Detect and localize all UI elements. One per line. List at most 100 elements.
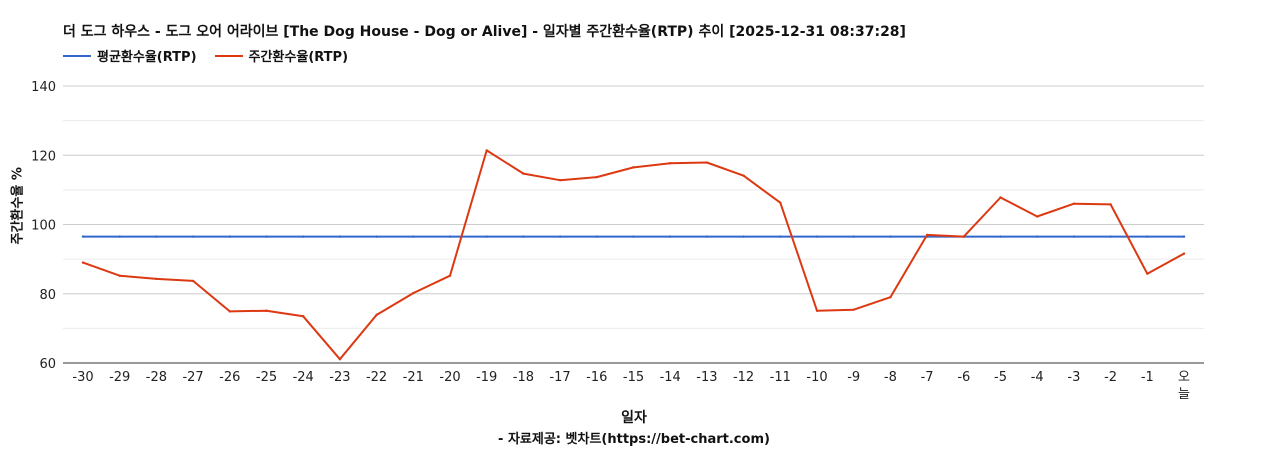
x-tick-label: -22: [366, 370, 387, 385]
x-tick-label: -29: [109, 370, 130, 385]
x-tick-label: -19: [476, 370, 497, 385]
data-point: [265, 309, 268, 312]
data-point: [558, 235, 562, 238]
x-tick-label: -14: [660, 370, 681, 385]
data-point: [852, 308, 855, 311]
y-tick-label: 120: [31, 149, 56, 164]
x-tick-label: 오: [1178, 370, 1190, 385]
data-point: [1072, 202, 1076, 205]
data-point: [742, 174, 745, 177]
x-tick-label: -7: [921, 370, 934, 385]
x-tick-label: -2: [1104, 370, 1117, 385]
x-tick-label: -12: [733, 370, 754, 385]
data-point: [118, 235, 121, 238]
data-point: [412, 291, 415, 295]
legend-item-average[interactable]: 평균환수율(RTP): [63, 46, 197, 65]
data-point: [448, 274, 452, 277]
x-tick-label: -16: [586, 370, 607, 385]
data-point: [412, 235, 415, 238]
legend-swatch-average: [63, 54, 91, 57]
data-point: [815, 309, 819, 312]
x-tick-label: -25: [256, 370, 277, 385]
x-tick-label: -30: [72, 370, 93, 385]
data-point: [1109, 203, 1112, 206]
data-point: [1072, 235, 1076, 238]
x-tick-label: -20: [439, 370, 460, 385]
y-tick-label: 100: [31, 219, 56, 234]
data-point: [962, 235, 965, 238]
data-point: [228, 235, 231, 238]
x-tick-label: -27: [182, 370, 203, 385]
data-point: [485, 235, 488, 238]
data-point: [1146, 235, 1149, 238]
data-point: [1182, 235, 1186, 238]
data-point: [228, 310, 231, 313]
data-point: [191, 279, 195, 283]
data-point: [779, 235, 782, 238]
data-point: [265, 235, 268, 238]
x-tick-label: -18: [513, 370, 534, 385]
x-tick-label: -11: [770, 370, 791, 385]
data-point: [1146, 272, 1149, 275]
data-point: [779, 201, 782, 204]
data-point: [999, 196, 1002, 199]
x-tick-label: -9: [847, 370, 860, 385]
y-axis-label: 주간환수율 %: [10, 167, 26, 245]
data-point: [155, 277, 158, 281]
data-point: [925, 233, 929, 237]
data-point: [815, 235, 819, 238]
data-point: [375, 235, 378, 238]
x-tick-label: -6: [957, 370, 970, 385]
x-tick-label: -1: [1141, 370, 1154, 385]
data-point: [302, 235, 305, 238]
data-point: [669, 235, 672, 238]
data-point: [448, 235, 452, 238]
data-point: [632, 235, 635, 238]
y-tick-label: 60: [39, 357, 56, 372]
data-point: [669, 162, 672, 165]
x-tick-label: 늘: [1178, 387, 1190, 402]
data-point: [81, 235, 85, 238]
x-tick-label: -17: [549, 370, 570, 385]
data-point: [522, 235, 525, 238]
legend-swatch-weekly: [214, 54, 243, 57]
x-tick-label: -5: [994, 370, 1007, 385]
y-tick-label: 80: [39, 288, 56, 303]
x-tick-label: -23: [329, 370, 350, 385]
data-point: [705, 235, 709, 238]
x-tick-label: -10: [806, 370, 827, 385]
x-tick-label: -21: [403, 370, 424, 385]
data-point: [338, 357, 342, 361]
data-point: [595, 175, 598, 179]
legend-label-weekly: 주간환수율(RTP): [248, 50, 349, 65]
data-point: [191, 235, 195, 238]
legend-item-weekly[interactable]: 주간환수율(RTP): [214, 46, 349, 65]
data-point: [852, 235, 855, 238]
data-point: [302, 315, 305, 318]
data-point: [558, 178, 562, 182]
data-point: [999, 235, 1002, 238]
data-point: [705, 161, 709, 164]
data-point: [742, 235, 745, 238]
data-point: [1036, 235, 1039, 238]
x-tick-label: -8: [884, 370, 897, 385]
x-tick-label: -15: [623, 370, 644, 385]
data-point: [522, 172, 525, 175]
source-note: - 자료제공: 벳차트(https://bet-chart.com): [498, 432, 770, 447]
data-point: [155, 235, 158, 238]
data-point: [632, 166, 635, 169]
x-tick-label: -28: [146, 370, 167, 385]
x-tick-label: -4: [1031, 370, 1044, 385]
data-point: [338, 235, 342, 238]
y-tick-label: 140: [31, 80, 56, 95]
data-point: [118, 274, 121, 277]
x-tick-label: -26: [219, 370, 240, 385]
x-tick-label: -24: [293, 370, 314, 385]
data-point: [81, 261, 85, 264]
data-point: [1182, 252, 1186, 255]
x-tick-label: -13: [696, 370, 717, 385]
x-tick-label: -3: [1067, 370, 1080, 385]
x-axis-label: 일자: [621, 410, 647, 426]
data-point: [1036, 215, 1039, 218]
